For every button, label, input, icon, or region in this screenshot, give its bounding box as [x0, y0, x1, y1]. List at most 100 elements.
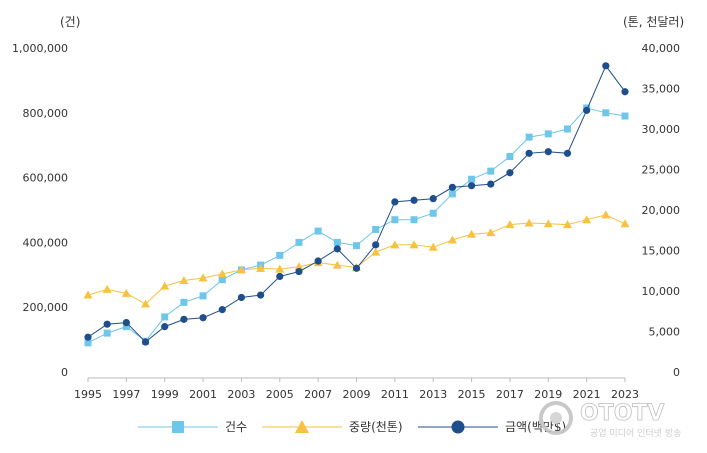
- data-point-amount: [122, 318, 130, 327]
- x-tick-label: 1997: [112, 388, 140, 401]
- data-point-count: [103, 329, 111, 337]
- data-point-amount: [276, 272, 284, 281]
- data-point-count: [429, 209, 437, 217]
- y-right-tick-label: 10,000: [642, 285, 681, 298]
- data-point-amount: [218, 306, 226, 314]
- data-point-count: [199, 292, 207, 300]
- data-point-weight: [524, 218, 534, 227]
- x-tick-label: 2003: [227, 388, 255, 401]
- data-point-weight: [409, 240, 419, 249]
- x-tick-label: 2021: [573, 388, 601, 401]
- x-tick-label: 2013: [419, 388, 447, 401]
- y-left-tick-label: 400,000: [23, 236, 69, 249]
- data-point-count: [563, 125, 571, 133]
- y-left-tick-label: 600,000: [23, 172, 69, 185]
- data-point-amount: [448, 183, 456, 191]
- x-tick-label: 2009: [343, 388, 371, 401]
- y-right-tick-label: 5,000: [649, 326, 681, 339]
- data-point-weight: [562, 220, 572, 229]
- x-tick-label: 2005: [266, 388, 294, 401]
- data-point-weight: [256, 263, 266, 272]
- data-point-count: [448, 190, 456, 198]
- data-point-weight: [582, 215, 592, 224]
- data-point-amount: [352, 264, 361, 272]
- x-tick-label: 2015: [458, 388, 486, 401]
- data-point-amount: [141, 338, 150, 346]
- data-point-amount: [314, 257, 322, 265]
- data-point-amount: [429, 195, 437, 203]
- y-left-tick-label: 200,000: [23, 301, 69, 314]
- data-point-weight: [83, 290, 93, 299]
- data-point-amount: [295, 267, 303, 276]
- data-point-amount: [391, 198, 399, 206]
- data-point-amount: [161, 323, 169, 331]
- data-point-amount: [257, 291, 265, 299]
- data-point-weight: [160, 281, 170, 290]
- legend: 건수 중량(천톤) 금액(백만$): [138, 419, 566, 434]
- data-point-weight: [217, 269, 227, 278]
- left-axis-unit: (건): [60, 15, 80, 29]
- watermark-subtitle: 공업 미디어 인터넷 방송: [590, 428, 681, 439]
- y-right-tick-label: 0: [673, 366, 680, 379]
- data-point-weight: [505, 220, 515, 229]
- data-point-amount: [237, 293, 246, 302]
- data-point-count: [84, 339, 92, 347]
- data-point-weight: [294, 262, 304, 271]
- data-point-count: [161, 313, 169, 321]
- x-tick-label: 1999: [151, 388, 179, 401]
- series-line-0: [87, 107, 626, 344]
- right-axis-unit: (톤, 천달러): [623, 14, 684, 29]
- series-line-2: [87, 64, 626, 343]
- data-point-count: [410, 216, 418, 224]
- y-right-tick-label: 20,000: [642, 204, 681, 217]
- axes-layer: 0 200,000 400,000 600,000 800,000 1,000,000 0 5…: [12, 42, 680, 401]
- data-point-count: [180, 298, 188, 306]
- legend-marker-count: [172, 421, 184, 433]
- ototv-logo-icon: OTOTV 공업 미디어 인터넷 방송: [539, 401, 681, 439]
- data-point-amount: [602, 62, 610, 70]
- x-tick-label: 2001: [189, 388, 217, 401]
- data-point-amount: [563, 149, 572, 157]
- data-point-weight: [121, 288, 131, 297]
- data-point-count: [333, 238, 341, 246]
- data-point-weight: [390, 240, 400, 249]
- legend-marker-amount: [451, 420, 465, 434]
- y-right-tick-label: 25,000: [642, 164, 681, 177]
- data-point-count: [525, 133, 533, 141]
- data-point-amount: [103, 320, 111, 328]
- data-point-weight: [198, 273, 208, 282]
- series-line-1: [87, 214, 626, 305]
- data-point-weight: [601, 210, 611, 219]
- data-point-count: [353, 242, 360, 250]
- x-tick-label: 1995: [74, 388, 102, 401]
- watermark-title: OTOTV: [580, 401, 664, 426]
- data-point-count: [621, 112, 629, 120]
- data-point-weight: [141, 299, 151, 308]
- x-tick-label: 2011: [381, 388, 409, 401]
- data-point-count: [276, 251, 284, 259]
- data-point-weight: [179, 275, 189, 284]
- y-left-tick-label: 1,000,000: [12, 42, 68, 55]
- data-point-amount: [506, 169, 514, 177]
- y-left-tick-label: 0: [61, 366, 68, 379]
- data-point-count: [391, 216, 399, 224]
- y-right-tick-label: 35,000: [642, 83, 681, 96]
- data-point-amount: [467, 182, 476, 190]
- data-point-weight: [486, 228, 496, 237]
- legend-label-weight: 중량(천톤): [349, 419, 403, 434]
- data-point-amount: [410, 196, 418, 204]
- data-point-amount: [583, 106, 591, 114]
- data-point-count: [218, 276, 226, 284]
- data-point-weight: [102, 284, 112, 293]
- y-right-tick-label: 40,000: [642, 42, 681, 55]
- data-point-weight: [275, 264, 285, 273]
- data-point-weight: [371, 247, 381, 256]
- data-point-count: [468, 175, 476, 183]
- data-point-amount: [180, 315, 188, 323]
- data-point-weight: [447, 235, 457, 244]
- data-point-count: [506, 153, 514, 161]
- data-point-count: [487, 167, 495, 175]
- data-point-count: [295, 238, 303, 246]
- x-tick-label: 2017: [496, 388, 524, 401]
